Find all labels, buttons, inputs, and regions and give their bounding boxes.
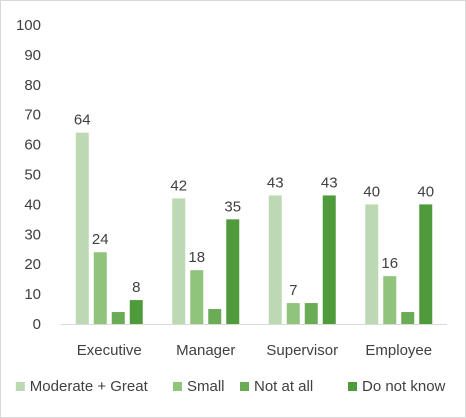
bar (93, 252, 107, 324)
data-label: 8 (132, 279, 140, 296)
data-label: 43 (267, 174, 284, 191)
bar (401, 312, 415, 324)
legend-swatch (173, 382, 182, 391)
bar (190, 270, 204, 324)
legend-label: Not at all (254, 378, 313, 395)
bar (365, 204, 379, 324)
legend-label: Small (187, 378, 225, 395)
bar (304, 303, 318, 324)
y-tick-label: 100 (16, 17, 41, 34)
legend-label: Do not know (362, 378, 446, 395)
legend-item: Not at all (240, 378, 313, 395)
data-label: 16 (381, 255, 398, 272)
data-label: 40 (417, 183, 434, 200)
bar (226, 219, 240, 324)
y-tick-label: 70 (24, 107, 41, 124)
y-tick-label: 80 (24, 77, 41, 94)
data-label: 64 (74, 112, 91, 129)
legend-label: Moderate + Great (30, 378, 149, 395)
legend-swatch (348, 382, 357, 391)
y-tick-label: 0 (33, 316, 41, 333)
data-label: 35 (224, 198, 241, 215)
bar (322, 195, 336, 324)
category-label: Employee (365, 342, 432, 359)
bar (111, 312, 125, 324)
data-label: 7 (289, 282, 297, 299)
legend-item: Small (173, 378, 225, 395)
y-tick-label: 50 (24, 167, 41, 184)
data-label: 43 (321, 174, 338, 191)
legend-swatch (240, 382, 249, 391)
bar (419, 204, 433, 324)
category-label: Executive (77, 342, 142, 359)
legend-item: Do not know (348, 378, 446, 395)
data-label: 24 (92, 231, 109, 248)
legend: Moderate + Great Small Not at all Do not kn… (1, 375, 466, 397)
y-tick-label: 20 (24, 256, 41, 273)
bar (208, 309, 222, 324)
y-tick-label: 10 (24, 286, 41, 303)
bar (383, 276, 397, 324)
data-label: 42 (170, 177, 187, 194)
data-label: 40 (363, 183, 380, 200)
category-label: Supervisor (266, 342, 338, 359)
bar-chart: 0 10 20 30 40 50 60 70 80 90 100 64 24 8 Executive 42 18… (16, 17, 447, 359)
y-tick-label: 60 (24, 137, 41, 154)
legend-item: Moderate + Great (15, 378, 149, 395)
data-label: 18 (188, 249, 205, 266)
bar (286, 303, 300, 324)
bar (129, 300, 143, 324)
bar (75, 132, 89, 324)
category-label: Manager (176, 342, 235, 359)
y-tick-label: 40 (24, 196, 41, 213)
bar (172, 198, 186, 324)
legend-swatch (15, 382, 25, 391)
y-tick-label: 30 (24, 226, 41, 243)
bar (268, 195, 282, 324)
y-tick-label: 90 (24, 47, 41, 64)
